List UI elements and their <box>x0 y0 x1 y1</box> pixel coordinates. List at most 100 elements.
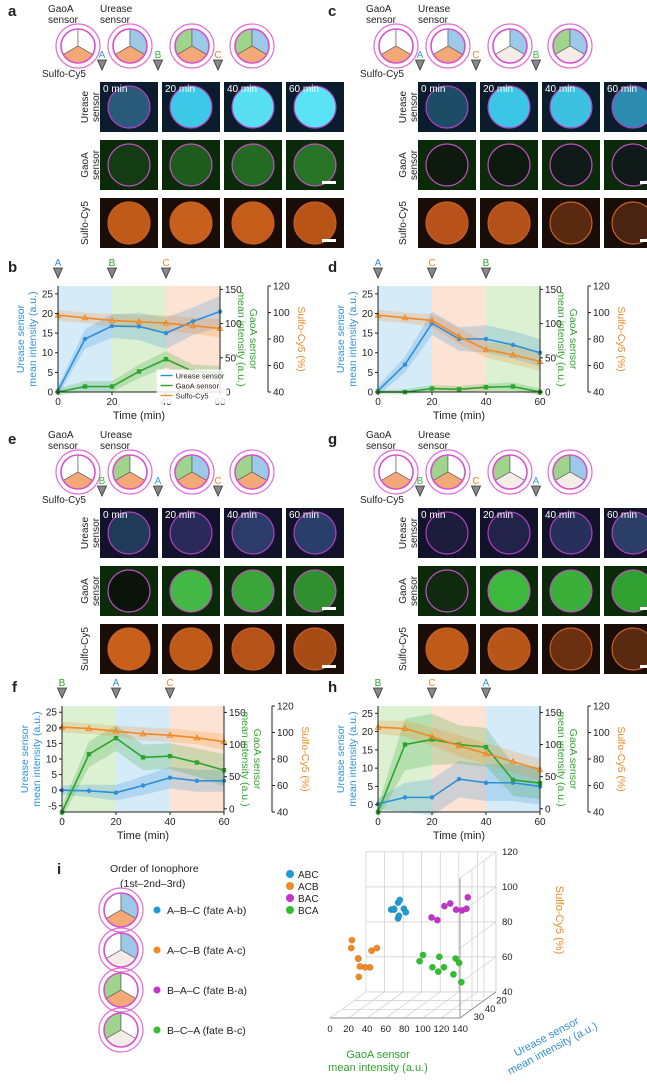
text-line: mean intensity (a.u.) <box>347 291 359 386</box>
text-line: sensor <box>409 517 420 548</box>
y-tick-label: 100 <box>225 319 242 330</box>
x-tick-label: 120 <box>433 1024 449 1035</box>
vesicle-image <box>107 627 151 671</box>
data-point <box>401 313 409 321</box>
vesicle-image <box>425 569 469 613</box>
data-point <box>429 386 435 391</box>
data-point <box>86 788 92 793</box>
scatter-point-BCA <box>455 959 463 967</box>
y-tick-label: 25 <box>362 709 374 720</box>
vesicle-image <box>549 569 593 613</box>
x-tick-label: 20 <box>426 817 438 828</box>
text-line: mean intensity (a.u.) <box>31 711 43 806</box>
y-axis-label-urease: Urease sensormean intensity (a.u.) <box>19 711 43 806</box>
time-label: 40 min <box>545 510 575 521</box>
data-point <box>81 313 89 321</box>
text-line: sensor <box>91 91 102 122</box>
scatter-legend-dot <box>286 870 294 878</box>
x-tick-label: 40 <box>362 1024 373 1035</box>
vesicle-image <box>293 569 337 613</box>
arrow-marker-icon <box>426 687 438 699</box>
phase-marker-label: C <box>214 50 221 61</box>
grid-line <box>348 991 385 1019</box>
text-line: GaoA sensor <box>346 1049 410 1061</box>
vesicle-icon-3 <box>229 23 275 69</box>
y-tick-label: 120 <box>593 282 610 293</box>
row-label: Sulfo-Cy5 <box>80 627 91 671</box>
micrograph-tile <box>162 624 220 674</box>
vesicle-image <box>487 143 531 187</box>
y-tick-label: 120 <box>593 702 610 713</box>
phase-marker-label: C <box>428 258 435 269</box>
phase-region-B <box>486 286 540 392</box>
data-point <box>483 385 489 390</box>
phase-marker: A <box>96 50 108 71</box>
vesicle-image <box>425 85 469 129</box>
arrow-marker-icon <box>480 267 492 279</box>
scatter-point-BAC <box>433 916 441 924</box>
row-label: Sulfo-Cy5 <box>398 627 409 671</box>
scatter-legend-label: BAC <box>298 894 319 905</box>
vesicle-icon-3 <box>229 449 275 495</box>
vesicle-membrane <box>98 967 144 1013</box>
y-tick-label: 25 <box>46 708 58 719</box>
vesicle-rim <box>492 454 528 490</box>
x-axis-label: Time (min) <box>433 410 485 422</box>
time-label: 40 min <box>227 84 257 95</box>
scatter-point-BCA <box>416 957 424 965</box>
micrograph-tile <box>224 82 282 132</box>
x-tick-label: 20 <box>426 397 438 408</box>
arrow-marker-icon <box>212 485 224 497</box>
data-point <box>136 324 142 329</box>
vesicle-rim <box>430 28 466 64</box>
phase-marker-label: B <box>99 476 106 487</box>
panel-letter: a <box>8 3 17 20</box>
series-line <box>377 726 541 771</box>
grid-line <box>422 991 460 1019</box>
text-line: Urease sensor <box>19 724 31 793</box>
y-axis-label-cy5: Sulfo-Cy5 (%) <box>295 306 307 371</box>
data-point <box>401 724 409 732</box>
text-line: Urease sensor <box>15 304 27 373</box>
scatter-point-ACB <box>355 973 363 981</box>
data-point <box>455 332 463 339</box>
vesicle-image <box>107 511 151 555</box>
micrograph-tile <box>418 198 476 248</box>
y-tick-label: 100 <box>545 740 562 751</box>
data-point <box>456 387 462 392</box>
panel-letter: f <box>12 679 18 696</box>
chart-b: ABC0204060Time (min)05101520250501001504… <box>8 258 307 422</box>
y-axis-label-gaoa: GaoA sensormean intensity (a.u.) <box>239 711 263 806</box>
vesicle-image <box>611 143 647 187</box>
error-band <box>378 713 540 819</box>
vesicle-membrane <box>55 23 101 69</box>
text-line: GaoA <box>80 578 91 604</box>
micrograph-tile <box>604 198 647 248</box>
y-tick-label: 25 <box>42 289 54 300</box>
vesicle-image <box>611 569 647 613</box>
y-tick-label: 20 <box>496 996 507 1007</box>
y-tick-label: 50 <box>225 353 237 364</box>
grid-line <box>459 851 497 879</box>
data-point <box>109 384 115 389</box>
legend-item-label: B–A–C (fate B-a) <box>167 985 247 997</box>
data-point <box>402 362 408 367</box>
vesicle-rim <box>103 892 139 928</box>
scatter-point-ACB <box>348 936 356 944</box>
micrograph-tile <box>162 198 220 248</box>
vesicle-image <box>293 143 337 187</box>
micrograph-tile <box>162 566 220 616</box>
x-tick-label: 60 <box>380 1024 391 1035</box>
panel-letter: i <box>57 861 61 878</box>
row-label: GaoAsensor <box>398 575 420 606</box>
y-tick-label: 100 <box>229 740 246 751</box>
scatter-legend-dot <box>286 894 294 902</box>
legend-item-label: A–C–B (fate A-c) <box>167 945 246 957</box>
y-tick-label: 50 <box>229 772 241 783</box>
arrow-marker-icon <box>372 267 384 279</box>
text-line: Urease <box>100 4 133 15</box>
sensor-label-urease: Urease sensor <box>418 4 451 26</box>
arrow-marker-icon <box>110 687 122 699</box>
phase-marker: C <box>426 678 438 699</box>
x-tick-label: 0 <box>55 397 61 408</box>
